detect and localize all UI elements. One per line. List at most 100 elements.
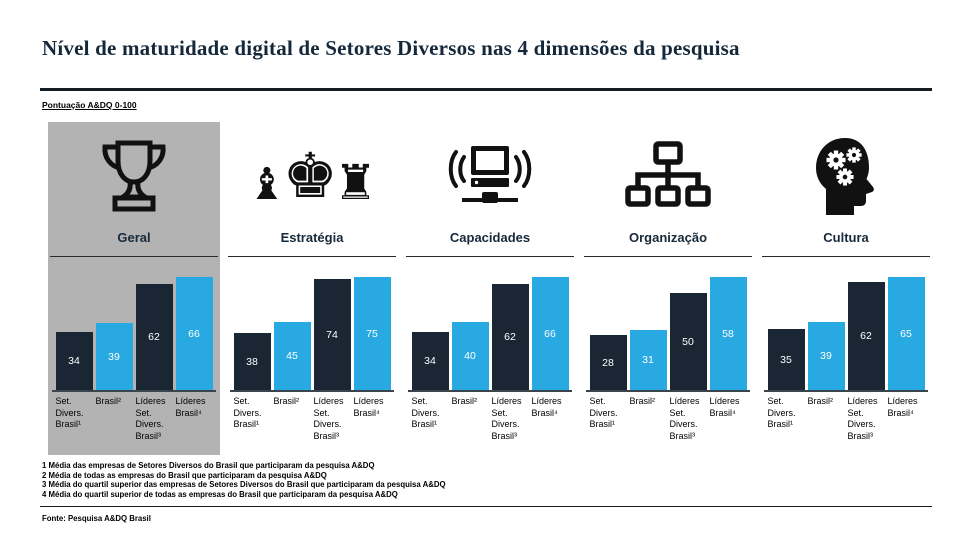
category-label: Set. Divers. Brasil¹ bbox=[589, 396, 618, 429]
dimension-title-rule bbox=[584, 256, 752, 257]
bar-chart: 34 40 62 66 bbox=[408, 257, 572, 392]
bar-value-label: 34 bbox=[68, 355, 80, 367]
bar: 34 bbox=[55, 332, 93, 390]
bar-chart: 34 39 62 66 bbox=[52, 257, 216, 392]
bar: 74 bbox=[313, 279, 351, 390]
bar: 62 bbox=[491, 284, 529, 390]
bar-chart: 38 45 74 75 bbox=[230, 257, 394, 392]
bar-value-label: 45 bbox=[286, 350, 298, 362]
bar-value-label: 40 bbox=[464, 350, 476, 362]
category-label: Brasil² bbox=[95, 396, 122, 406]
category-label: Líderes Brasil⁴ bbox=[887, 396, 918, 418]
bar-value-label: 62 bbox=[148, 331, 160, 343]
bar-value-label: 58 bbox=[722, 327, 734, 340]
head-gears-icon bbox=[816, 138, 874, 215]
bar-value-label: 35 bbox=[780, 353, 792, 366]
category-label: Líderes Brasil⁴ bbox=[353, 396, 384, 418]
dimension-icon-area: ♝♚♜ bbox=[582, 122, 754, 230]
bar: 58 bbox=[709, 277, 747, 390]
dimension-group-estrategia: ♝ ♚ ♜ bbox=[226, 122, 398, 455]
dimension-title: Geral bbox=[117, 230, 151, 245]
title-divider bbox=[40, 88, 932, 91]
category-label: Brasil² bbox=[273, 396, 300, 406]
category-label: Líderes Set. Divers. Brasil³ bbox=[135, 396, 166, 441]
bar-value-label: 50 bbox=[682, 335, 694, 348]
dimension-title-rule bbox=[228, 256, 396, 257]
dimension-title-rule bbox=[406, 256, 574, 257]
page-title: Nível de maturidade digital de Setores D… bbox=[42, 36, 740, 60]
bar: 28 bbox=[589, 335, 627, 390]
bar: 39 bbox=[807, 322, 845, 390]
dimension-title: Cultura bbox=[823, 230, 869, 245]
category-label: Set. Divers. Brasil¹ bbox=[55, 396, 84, 429]
category-label: Set. Divers. Brasil¹ bbox=[767, 396, 796, 429]
bar: 66 bbox=[531, 277, 569, 390]
dimension-icon-area: ♝♚♜ bbox=[760, 122, 932, 230]
bar: 35 bbox=[767, 329, 805, 390]
bar: 39 bbox=[95, 323, 133, 390]
footnote-4: 4 Média do quartil superior de todas as … bbox=[42, 489, 398, 499]
bar-value-label: 31 bbox=[642, 354, 654, 366]
dimension-icon-area: ♝♚♜ bbox=[404, 122, 576, 230]
category-labels: Set. Divers. Brasil¹ Brasil² Líderes Set. … bbox=[764, 392, 928, 442]
category-labels: Set. Divers. Brasil¹ Brasil² Líderes Set. … bbox=[52, 392, 216, 442]
category-label: Set. Divers. Brasil¹ bbox=[233, 396, 262, 429]
bar: 40 bbox=[451, 322, 489, 390]
dimension-group-geral: ♝♚♜ bbox=[48, 122, 220, 455]
bar-value-label: 75 bbox=[366, 327, 378, 340]
source-divider bbox=[40, 506, 932, 507]
category-label: Líderes Set. Divers. Brasil³ bbox=[313, 396, 344, 441]
source-label: Fonte: Pesquisa A&DQ Brasil bbox=[42, 514, 151, 523]
category-label: Líderes Brasil⁴ bbox=[709, 396, 740, 418]
footnotes: 1 Média das empresas de Setores Diversos… bbox=[42, 461, 446, 499]
bar: 38 bbox=[233, 333, 271, 390]
bar-value-label: 66 bbox=[544, 327, 556, 340]
bar-value-label: 34 bbox=[424, 355, 436, 367]
bar: 62 bbox=[847, 282, 885, 390]
bar: 31 bbox=[629, 330, 667, 390]
bar-chart: 35 39 62 65 bbox=[764, 257, 928, 392]
footnote-2: 2 Média de todas as empresas do Brasil q… bbox=[42, 470, 327, 480]
bar-value-label: 65 bbox=[900, 327, 912, 340]
bar: 45 bbox=[273, 322, 311, 390]
bar: 66 bbox=[175, 277, 213, 390]
bar: 50 bbox=[669, 293, 707, 390]
dimension-group-cultura: ♝♚♜ bbox=[760, 122, 932, 455]
dimension-title: Organização bbox=[628, 230, 708, 245]
category-label: Líderes Brasil⁴ bbox=[175, 396, 206, 418]
category-label: Brasil² bbox=[807, 396, 834, 406]
category-labels: Set. Divers. Brasil¹ Brasil² Líderes Set. … bbox=[586, 392, 750, 442]
bar-value-label: 39 bbox=[108, 350, 120, 363]
category-label: Brasil² bbox=[451, 396, 478, 406]
org-chart-icon bbox=[625, 141, 711, 207]
dimension-icon-area: ♝♚♜ bbox=[48, 122, 220, 230]
category-label: Set. Divers. Brasil¹ bbox=[411, 396, 440, 429]
computer-signal-icon bbox=[448, 146, 532, 203]
score-scale-label: Pontuação A&DQ 0-100 bbox=[42, 100, 137, 110]
bar: 75 bbox=[353, 277, 391, 390]
dimension-icon-area: ♝♚♜ bbox=[226, 122, 398, 230]
bar: 62 bbox=[135, 284, 173, 390]
dimension-title-rule bbox=[762, 256, 930, 257]
dimension-title: Capacidades bbox=[449, 230, 531, 245]
trophy-icon bbox=[102, 140, 166, 212]
dimension-group-capacidades: ♝♚♜ bbox=[404, 122, 576, 455]
bar-value-label: 39 bbox=[820, 350, 832, 362]
bar-value-label: 74 bbox=[326, 328, 338, 341]
bar-value-label: 66 bbox=[188, 327, 200, 340]
category-label: Líderes Brasil⁴ bbox=[531, 396, 562, 418]
footnote-1: 1 Média das empresas de Setores Diversos… bbox=[42, 461, 375, 470]
category-labels: Set. Divers. Brasil¹ Brasil² Líderes Set. … bbox=[230, 392, 394, 442]
chess-icon: ♝ ♚ ♜ bbox=[246, 139, 378, 212]
footnote-3: 3 Média do quartil superior das empresas… bbox=[42, 480, 446, 490]
category-label: Líderes Set. Divers. Brasil³ bbox=[491, 396, 522, 441]
category-label: Brasil² bbox=[629, 396, 656, 406]
dimension-title-rule bbox=[50, 256, 218, 257]
bar-chart: 28 31 50 58 bbox=[586, 257, 750, 392]
category-labels: Set. Divers. Brasil¹ Brasil² Líderes Set. … bbox=[408, 392, 572, 442]
bar-value-label: 38 bbox=[246, 355, 258, 368]
dimension-group-organizacao: ♝♚♜ bbox=[582, 122, 754, 455]
bar-value-label: 62 bbox=[504, 331, 516, 343]
category-label: Líderes Set. Divers. Brasil³ bbox=[669, 396, 700, 441]
